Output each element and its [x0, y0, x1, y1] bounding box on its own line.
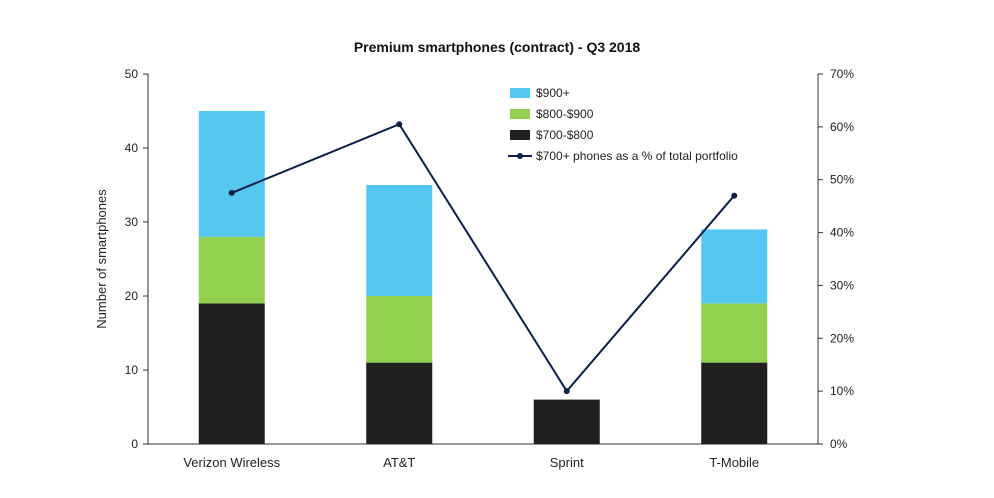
bar-segment [198, 111, 265, 237]
y2-ticks: 0% 10% 20% 30% 40% 50% 60% 70% [818, 67, 854, 451]
y2-tick-label: 70% [830, 67, 854, 81]
category-labels: Verizon Wireless AT&T Sprint T-Mobile [183, 455, 759, 470]
bar-segment [533, 399, 600, 444]
bar-segment [198, 303, 265, 444]
y2-tick-label: 50% [830, 173, 854, 187]
bar-segment [701, 303, 768, 363]
line-point [563, 388, 570, 395]
bar-segment [198, 236, 265, 304]
line-series [228, 121, 738, 395]
legend-swatch [510, 109, 530, 119]
y2-tick-label: 10% [830, 384, 854, 398]
y-axis-title: Number of smartphones [94, 189, 109, 329]
legend-line-marker [517, 153, 523, 159]
y2-tick-label: 20% [830, 331, 854, 345]
y-tick-label: 20 [125, 289, 139, 303]
y2-tick-label: 0% [830, 437, 848, 451]
legend-label: $700+ phones as a % of total portfolio [536, 149, 738, 163]
line-path [231, 122, 736, 393]
y-ticks: 0 10 20 30 40 50 [125, 67, 148, 451]
y-tick-label: 50 [125, 67, 139, 81]
bar-segment [366, 185, 433, 296]
bar-segment [366, 362, 433, 444]
legend-label: $700-$800 [536, 128, 594, 142]
category-label: Sprint [550, 455, 584, 470]
bars [198, 111, 768, 444]
legend-label: $900+ [536, 86, 570, 100]
bar-segment [701, 362, 768, 444]
y-tick-label: 30 [125, 215, 139, 229]
line-point [731, 192, 738, 199]
y-tick-label: 10 [125, 363, 139, 377]
bar-segment [366, 296, 433, 363]
legend-label: $800-$900 [536, 107, 594, 121]
y-tick-label: 40 [125, 141, 139, 155]
bar-segment [701, 229, 768, 304]
y-tick-label: 0 [131, 437, 138, 451]
line-point [396, 121, 403, 128]
line-point [228, 189, 235, 196]
legend-swatch [510, 130, 530, 140]
chart-title: Premium smartphones (contract) - Q3 2018 [354, 39, 641, 55]
category-label: Verizon Wireless [183, 455, 280, 470]
category-label: T-Mobile [709, 455, 759, 470]
category-label: AT&T [383, 455, 415, 470]
y2-tick-label: 40% [830, 226, 854, 240]
legend: $900+ $800-$900 $700-$800 $700+ phones as a… [508, 86, 738, 163]
legend-swatch [510, 88, 530, 98]
y2-tick-label: 60% [830, 120, 854, 134]
y2-tick-label: 30% [830, 278, 854, 292]
